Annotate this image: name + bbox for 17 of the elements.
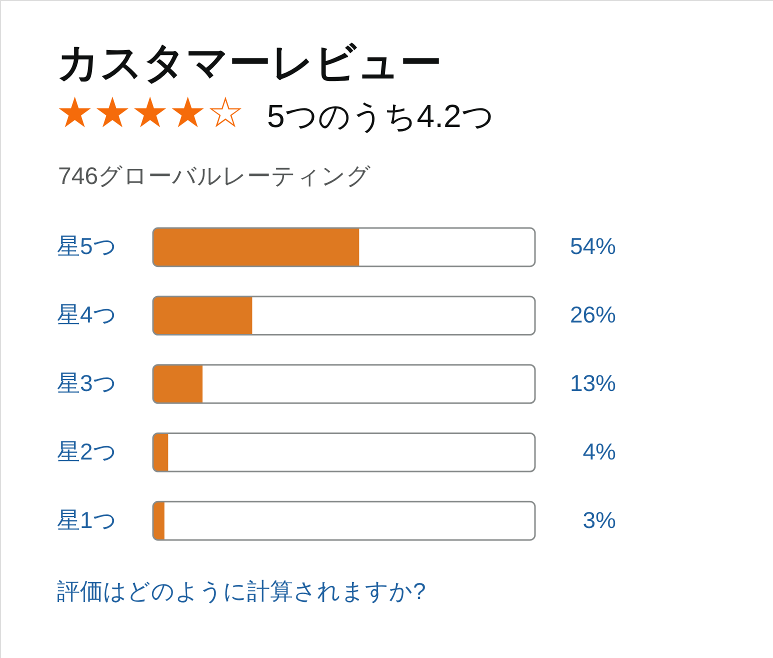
chart-subtitle: 5つのうち4.2つ bbox=[267, 98, 494, 134]
data-label: 26% bbox=[570, 302, 616, 328]
y-tick-label: 星2つ bbox=[57, 438, 117, 464]
data-label: 3% bbox=[582, 506, 616, 533]
bar bbox=[153, 296, 252, 335]
y-tick-label: 星5つ bbox=[57, 233, 117, 260]
y-tick-label: 星1つ bbox=[57, 506, 117, 533]
text: 746グローバルレーティング bbox=[58, 163, 372, 190]
data-label: 4% bbox=[582, 438, 616, 464]
text: 評価はどのように計算されますか? bbox=[57, 578, 426, 604]
text: ★★★★☆ bbox=[56, 88, 244, 137]
y-tick-label: 星4つ bbox=[57, 302, 117, 328]
chart-title: カスタマーレビュー bbox=[57, 39, 442, 86]
bar bbox=[153, 364, 203, 404]
data-label: 13% bbox=[570, 370, 616, 396]
data-label: 54% bbox=[570, 233, 616, 260]
y-tick-label: 星3つ bbox=[57, 370, 117, 396]
